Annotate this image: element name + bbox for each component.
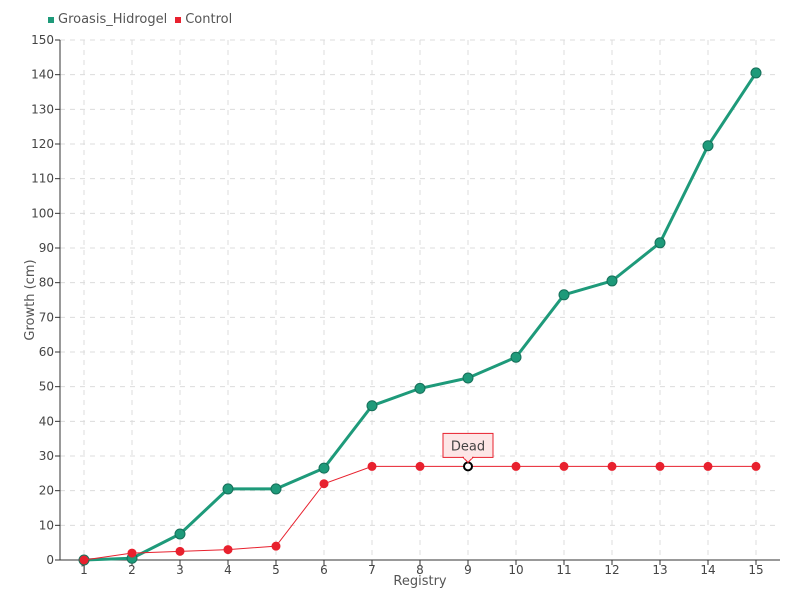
- data-point-control[interactable]: [319, 479, 329, 489]
- y-tick-label: 70: [39, 310, 54, 324]
- x-tick-label: 12: [604, 563, 619, 577]
- x-tick-label: 7: [368, 563, 376, 577]
- x-tick-label: 13: [652, 563, 667, 577]
- data-point-control[interactable]: [463, 461, 473, 472]
- data-point-groasis-hidrogel[interactable]: [222, 483, 234, 495]
- y-tick-label: 130: [31, 102, 54, 116]
- y-tick-label: 100: [31, 206, 54, 220]
- series-layer: [78, 67, 762, 566]
- data-point-groasis-hidrogel[interactable]: [414, 382, 426, 394]
- y-tick-label: 80: [39, 276, 54, 290]
- y-tick-label: 40: [39, 414, 54, 428]
- y-tick-label: 0: [46, 553, 54, 567]
- data-point-control[interactable]: [655, 461, 665, 471]
- annotation-box: [442, 432, 494, 458]
- data-point-groasis-hidrogel[interactable]: [558, 289, 570, 301]
- data-point-control[interactable]: [607, 461, 617, 471]
- data-point-groasis-hidrogel[interactable]: [654, 237, 666, 249]
- x-tick-label: 1: [80, 563, 88, 577]
- y-tick-labels: 0 10 20 30 40 50 60 70 80 90 100 110 120 130 140 150: [31, 33, 60, 567]
- data-point-control[interactable]: [223, 545, 233, 555]
- x-tick-label: 3: [176, 563, 184, 577]
- data-point-groasis-hidrogel[interactable]: [702, 140, 714, 152]
- x-tick-label: 2: [128, 563, 136, 577]
- x-tick-label: 8: [416, 563, 424, 577]
- x-tick-labels: 1 2 3 4 5 6 7 8 9 10 11 12 13 14 15: [80, 560, 764, 577]
- x-tick-label: 9: [464, 563, 472, 577]
- legend-label-control: Control: [185, 12, 233, 27]
- x-tick-label: 10: [508, 563, 523, 577]
- y-tick-label: 10: [39, 518, 54, 532]
- y-tick-label: 20: [39, 484, 54, 498]
- y-tick-label: 90: [39, 241, 54, 255]
- data-point-control[interactable]: [175, 546, 185, 556]
- data-point-control[interactable]: [127, 548, 137, 558]
- data-point-control[interactable]: [271, 541, 281, 551]
- data-point-control[interactable]: [751, 461, 761, 471]
- series-line-groasis-hidrogel: [83, 72, 758, 562]
- data-point-groasis-hidrogel[interactable]: [510, 351, 522, 363]
- data-point-control[interactable]: [703, 461, 713, 471]
- legend-label-groasis-hidrogel: Groasis_Hidrogel: [58, 12, 168, 27]
- data-point-control[interactable]: [415, 461, 425, 471]
- legend-swatch-groasis-hidrogel: [48, 16, 54, 23]
- data-point-groasis-hidrogel[interactable]: [606, 275, 618, 287]
- legend-item-groasis-hidrogel[interactable]: Groasis_Hidrogel: [48, 12, 167, 27]
- y-tick-label: 30: [39, 449, 54, 463]
- data-point-groasis-hidrogel[interactable]: [750, 67, 762, 79]
- x-tick-label: 6: [320, 563, 328, 577]
- y-tick-label: 50: [39, 380, 54, 394]
- legend-swatch-control: [175, 16, 182, 23]
- y-tick-label: 60: [39, 345, 54, 359]
- x-axis-title: Registry: [393, 574, 447, 589]
- legend-item-control[interactable]: Control: [175, 12, 232, 27]
- y-tick-label: 120: [31, 137, 54, 151]
- chart-legend: Groasis_Hidrogel Control: [48, 12, 240, 27]
- y-axis-title: Growth (cm): [23, 259, 38, 340]
- data-point-groasis-hidrogel[interactable]: [462, 372, 474, 384]
- grid: [60, 39, 780, 560]
- y-tick-label: 140: [31, 68, 54, 82]
- x-tick-label: 5: [272, 563, 280, 577]
- annotation-text: Dead: [451, 439, 485, 454]
- data-point-groasis-hidrogel[interactable]: [270, 483, 282, 495]
- x-tick-label: 15: [748, 563, 763, 577]
- data-point-control[interactable]: [559, 461, 569, 471]
- data-point-control[interactable]: [511, 461, 521, 471]
- y-tick-label: 110: [31, 172, 54, 186]
- data-point-groasis-hidrogel[interactable]: [318, 462, 330, 474]
- x-tick-label: 4: [224, 563, 232, 577]
- y-tick-label: 150: [31, 33, 54, 47]
- data-point-groasis-hidrogel[interactable]: [174, 528, 186, 540]
- data-point-control[interactable]: [367, 461, 377, 471]
- annotation: Dead: [442, 432, 494, 464]
- x-tick-label: 11: [556, 563, 571, 577]
- data-point-control[interactable]: [79, 555, 89, 565]
- data-point-groasis-hidrogel[interactable]: [366, 400, 378, 412]
- x-tick-label: 14: [700, 563, 715, 577]
